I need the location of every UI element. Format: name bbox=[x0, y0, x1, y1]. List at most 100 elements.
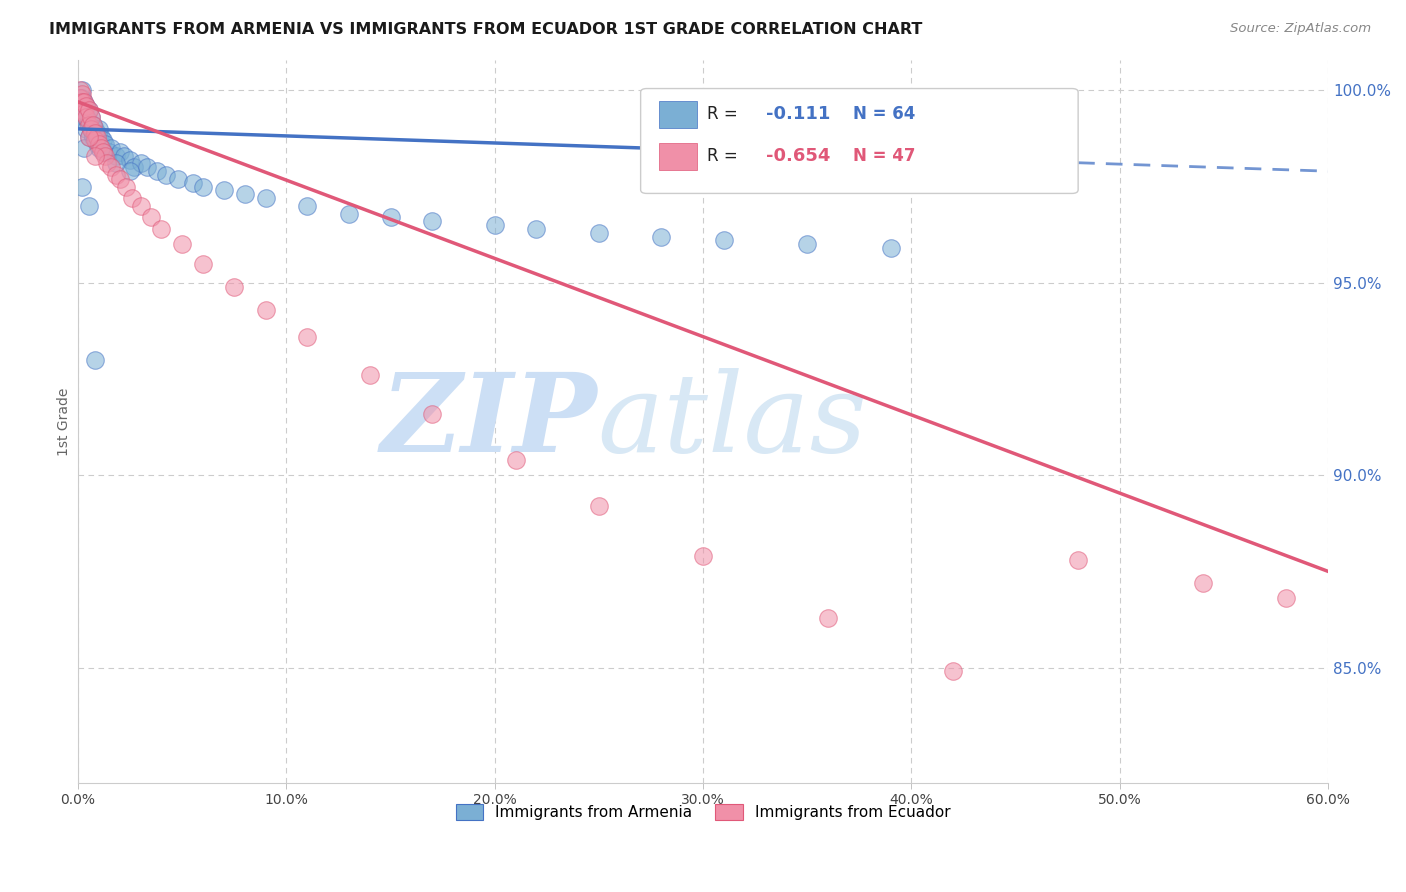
Point bbox=[75, 99, 97, 113]
Point bbox=[72, 91, 94, 105]
Point bbox=[73, 106, 96, 120]
Point bbox=[94, 137, 117, 152]
Point bbox=[83, 126, 105, 140]
Point bbox=[650, 229, 672, 244]
Text: -0.111: -0.111 bbox=[766, 105, 830, 123]
FancyBboxPatch shape bbox=[641, 88, 1078, 194]
Point bbox=[98, 145, 121, 159]
Point bbox=[1067, 553, 1090, 567]
Point bbox=[69, 99, 91, 113]
FancyBboxPatch shape bbox=[659, 143, 697, 170]
Point bbox=[380, 211, 402, 225]
Point bbox=[588, 226, 610, 240]
Point bbox=[77, 103, 100, 117]
Point bbox=[233, 187, 256, 202]
Point bbox=[90, 141, 112, 155]
Point bbox=[79, 121, 101, 136]
Point bbox=[120, 153, 142, 167]
Point bbox=[72, 179, 94, 194]
Point bbox=[588, 499, 610, 513]
Text: IMMIGRANTS FROM ARMENIA VS IMMIGRANTS FROM ECUADOR 1ST GRADE CORRELATION CHART: IMMIGRANTS FROM ARMENIA VS IMMIGRANTS FR… bbox=[49, 22, 922, 37]
Point bbox=[129, 199, 152, 213]
Point bbox=[72, 95, 94, 109]
Point bbox=[94, 149, 117, 163]
Point bbox=[505, 452, 527, 467]
Point bbox=[72, 103, 94, 117]
Point bbox=[83, 352, 105, 367]
Point bbox=[87, 141, 110, 155]
Point bbox=[77, 199, 100, 213]
Point bbox=[77, 129, 100, 144]
Point bbox=[420, 214, 443, 228]
Point bbox=[73, 95, 96, 109]
Point bbox=[72, 103, 94, 117]
Text: N = 64: N = 64 bbox=[853, 105, 915, 123]
Point bbox=[879, 241, 901, 255]
FancyBboxPatch shape bbox=[659, 101, 697, 128]
Point bbox=[69, 91, 91, 105]
Point bbox=[100, 161, 122, 175]
Point bbox=[155, 168, 177, 182]
Point bbox=[83, 133, 105, 147]
Point bbox=[942, 665, 965, 679]
Point bbox=[91, 145, 114, 159]
Point bbox=[90, 129, 112, 144]
Point bbox=[181, 176, 204, 190]
Text: atlas: atlas bbox=[598, 368, 866, 475]
Point bbox=[297, 329, 319, 343]
Point bbox=[337, 206, 360, 220]
Text: -0.654: -0.654 bbox=[766, 147, 830, 165]
Point bbox=[77, 118, 100, 132]
Point bbox=[254, 302, 277, 317]
Point bbox=[108, 172, 131, 186]
Point bbox=[713, 234, 735, 248]
Point bbox=[69, 91, 91, 105]
Point bbox=[77, 103, 100, 117]
Point bbox=[79, 121, 101, 136]
Point bbox=[87, 121, 110, 136]
Point bbox=[191, 179, 214, 194]
Point bbox=[77, 129, 100, 144]
Point bbox=[73, 103, 96, 117]
Point bbox=[86, 126, 108, 140]
Point bbox=[83, 121, 105, 136]
Point bbox=[83, 133, 105, 147]
Point bbox=[75, 111, 97, 125]
Point bbox=[172, 237, 194, 252]
Point bbox=[297, 199, 319, 213]
Point bbox=[69, 83, 91, 97]
Point bbox=[212, 183, 235, 197]
Point bbox=[129, 156, 152, 170]
Point bbox=[167, 172, 190, 186]
Point bbox=[104, 149, 127, 163]
Text: R =: R = bbox=[707, 105, 742, 123]
Point bbox=[75, 111, 97, 125]
Point bbox=[73, 114, 96, 128]
Point bbox=[79, 111, 101, 125]
Point bbox=[796, 237, 818, 252]
Point bbox=[191, 256, 214, 270]
Point bbox=[254, 191, 277, 205]
Point bbox=[73, 111, 96, 125]
Point bbox=[120, 164, 142, 178]
Point bbox=[139, 211, 162, 225]
Point bbox=[104, 156, 127, 170]
Point bbox=[72, 87, 94, 102]
Point bbox=[135, 161, 157, 175]
Point bbox=[73, 141, 96, 155]
Point bbox=[1192, 576, 1215, 591]
Point bbox=[420, 407, 443, 421]
Text: Source: ZipAtlas.com: Source: ZipAtlas.com bbox=[1230, 22, 1371, 36]
Y-axis label: 1st Grade: 1st Grade bbox=[58, 387, 72, 456]
Point bbox=[86, 129, 108, 144]
Point bbox=[359, 368, 381, 383]
Point bbox=[75, 121, 97, 136]
Point bbox=[91, 145, 114, 159]
Point bbox=[124, 161, 146, 175]
Point bbox=[82, 118, 104, 132]
Point bbox=[224, 279, 246, 293]
Point bbox=[83, 149, 105, 163]
Point bbox=[150, 222, 173, 236]
Point bbox=[96, 156, 118, 170]
Point bbox=[73, 95, 96, 109]
